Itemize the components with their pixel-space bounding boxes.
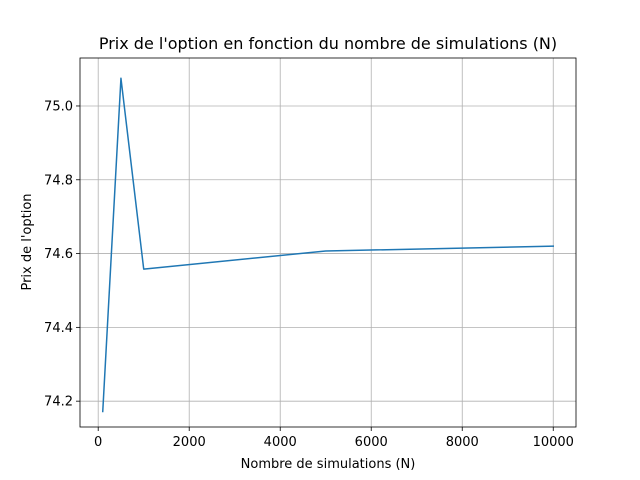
x-tick-label: 4000 (264, 435, 297, 450)
series-layer (101, 77, 555, 413)
y-axis: 74.2 74.4 74.6 74.8 75.0 (44, 99, 80, 410)
chart-title: Prix de l'option en fonction du nombre d… (99, 34, 557, 53)
y-tick-label: 75.0 (44, 99, 73, 114)
x-tick-label: 2000 (173, 435, 206, 450)
y-tick-label: 74.6 (44, 247, 73, 262)
x-tick-label: 10000 (533, 435, 574, 450)
x-axis: 0 2000 4000 6000 8000 10000 (94, 427, 574, 450)
series-line (101, 77, 555, 413)
y-tick-label: 74.2 (44, 395, 73, 410)
y-tick-label: 74.8 (44, 173, 73, 188)
plot-area-frame (79, 57, 577, 428)
x-tick-label: 6000 (355, 435, 388, 450)
x-tick-label: 0 (94, 435, 102, 450)
y-tick-label: 74.4 (44, 321, 73, 336)
x-axis-label: Nombre de simulations (N) (241, 457, 416, 472)
grid-layer (80, 58, 576, 427)
x-tick-label: 8000 (446, 435, 479, 450)
y-axis-label: Prix de l'option (20, 193, 35, 290)
